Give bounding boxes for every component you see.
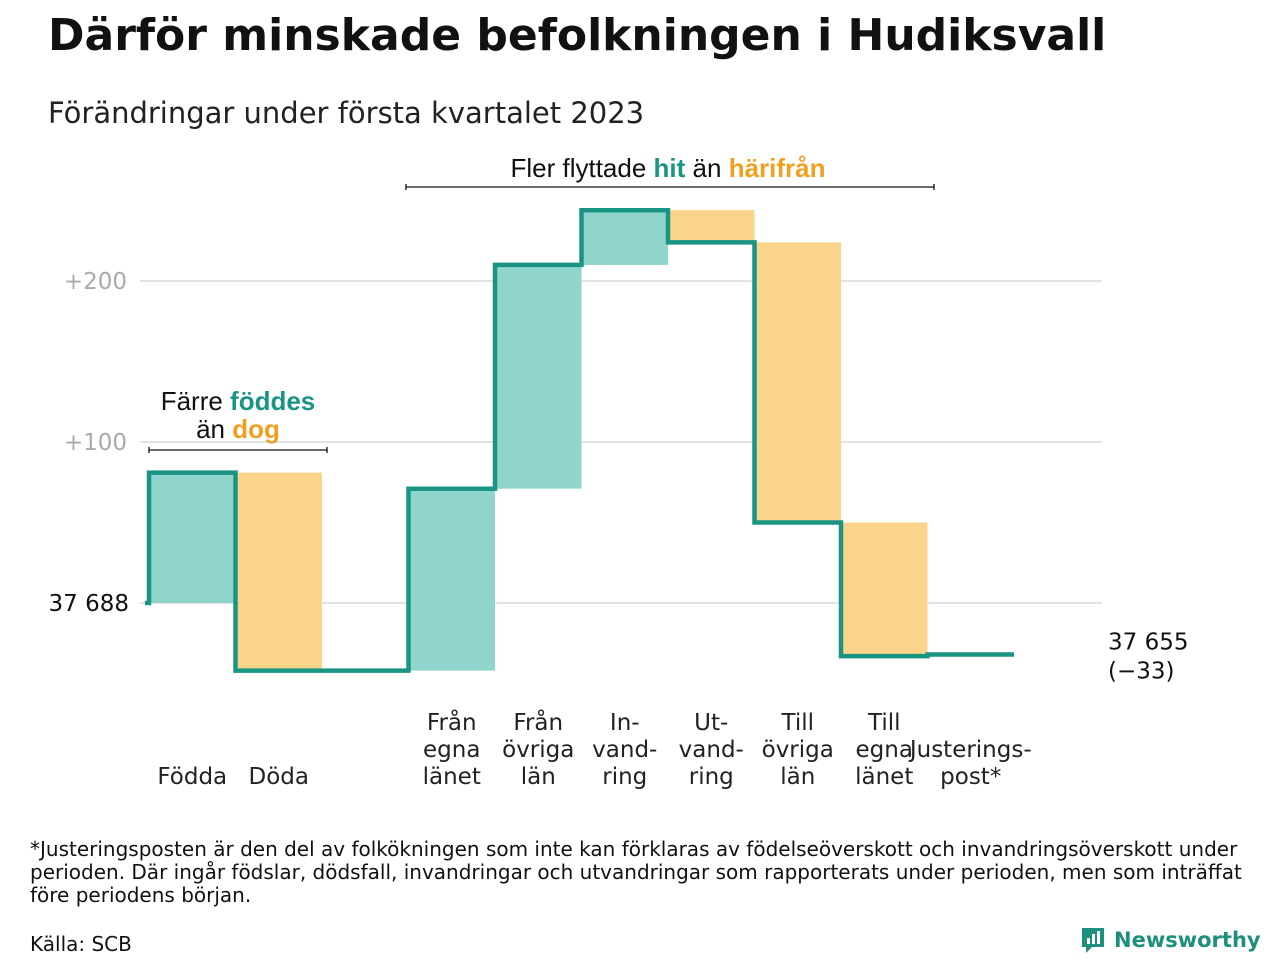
- waterfall-bar: [495, 264, 582, 489]
- category-label: In-vand-ring: [592, 710, 657, 790]
- waterfall-bar: [581, 210, 668, 265]
- step-line: [145, 207, 1014, 673]
- label-layer: Födda Döda Från egna länet Från övriga län In-va…: [49, 591, 1189, 790]
- end-change-label: (−33): [1108, 659, 1174, 685]
- category-label: Från egna länet: [423, 708, 481, 790]
- footnote: *Justeringsposten är den del av folkökni…: [30, 837, 1242, 907]
- migration-annotation: Fler flyttade hit än härifrån: [405, 153, 935, 190]
- births-annotation-bracket: [148, 447, 328, 453]
- category-label: Ut-vand-ring: [679, 710, 744, 790]
- y-tick-label: +200: [64, 269, 127, 295]
- births-annotation-line2: än dog: [196, 414, 280, 444]
- waterfall-bar: [841, 522, 928, 657]
- source-note: Källa: SCB: [30, 932, 132, 956]
- waterfall-bar: [235, 472, 322, 671]
- brand-name: Newsworthy: [1114, 928, 1261, 952]
- waterfall-bar: [149, 472, 236, 603]
- brand-logo[interactable]: Newsworthy: [1080, 926, 1261, 954]
- migration-annotation-text: Fler flyttade hit än härifrån: [510, 153, 825, 183]
- start-value-label: 37 688: [49, 591, 129, 617]
- category-label: Födda: [157, 764, 227, 790]
- waterfall-bar: [668, 210, 755, 243]
- births-annotation-line1: Färre föddes: [161, 386, 316, 416]
- bar-layer: [149, 210, 928, 671]
- waterfall-chart: +100 +200 Födda Döda Från egna länet Från övrig…: [49, 153, 1189, 790]
- births-annotation: Färre föddes än dog: [148, 386, 328, 453]
- chart-subtitle: Förändringar under första kvartalet 2023: [48, 96, 645, 130]
- newsworthy-logo-icon: [1082, 928, 1104, 953]
- waterfall-bar: [408, 488, 495, 671]
- category-label: Till egna länet: [855, 710, 913, 790]
- y-tick-label: +100: [64, 430, 127, 456]
- step-line-layer: [145, 207, 1014, 673]
- chart-title: Därför minskade befolkningen i Hudiksval…: [48, 10, 1107, 61]
- waterfall-bar: [754, 242, 841, 523]
- migration-annotation-bracket: [405, 184, 935, 190]
- end-value-label: 37 655: [1108, 630, 1188, 656]
- category-label: Döda: [249, 764, 309, 790]
- category-label: Från övriga län: [502, 708, 574, 790]
- category-label: Justerings-post*: [908, 737, 1032, 790]
- category-label: Till övriga län: [762, 710, 834, 790]
